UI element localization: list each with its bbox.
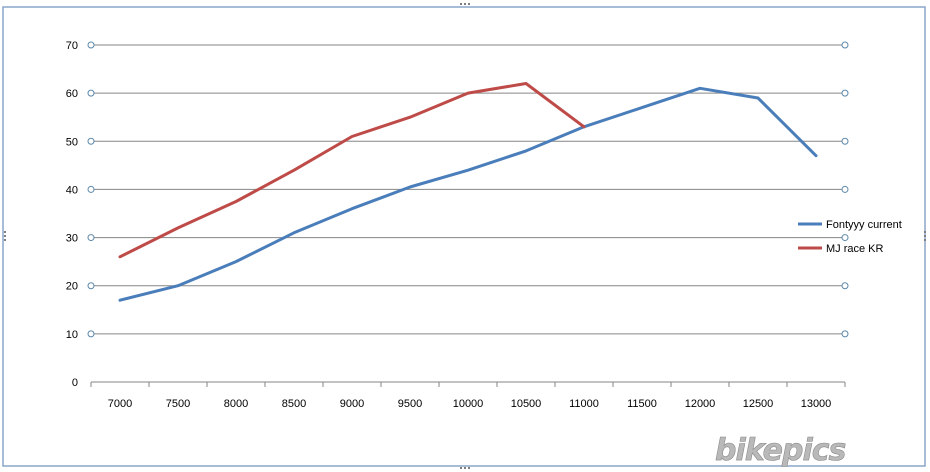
resize-handle[interactable] xyxy=(88,283,94,289)
resize-handle[interactable] xyxy=(842,90,848,96)
frame-grip[interactable] xyxy=(924,231,926,233)
legend-label: MJ race KR xyxy=(826,243,884,255)
x-tick-label: 9500 xyxy=(398,398,422,410)
resize-handle[interactable] xyxy=(842,42,848,48)
legend-label: Fontyyy current xyxy=(826,219,902,231)
frame-grip[interactable] xyxy=(924,235,926,237)
x-tick-label: 10000 xyxy=(453,398,484,410)
frame-grip[interactable] xyxy=(464,3,466,5)
resize-handle[interactable] xyxy=(88,186,94,192)
x-tick-label: 9000 xyxy=(340,398,364,410)
y-tick-label: 40 xyxy=(66,184,78,196)
resize-handle[interactable] xyxy=(88,235,94,241)
resize-handle[interactable] xyxy=(842,331,848,337)
x-tick-label: 8500 xyxy=(282,398,306,410)
y-tick-label: 20 xyxy=(66,281,78,293)
x-tick-label: 7500 xyxy=(166,398,190,410)
frame-grip[interactable] xyxy=(924,239,926,241)
frame-grip[interactable] xyxy=(4,239,6,241)
frame-grip[interactable] xyxy=(460,3,462,5)
y-tick-label: 30 xyxy=(66,233,78,245)
resize-handle[interactable] xyxy=(88,90,94,96)
y-tick-label: 0 xyxy=(72,377,78,389)
resize-handle[interactable] xyxy=(842,235,848,241)
resize-handle[interactable] xyxy=(88,331,94,337)
frame-grip[interactable] xyxy=(468,3,470,5)
frame-grip[interactable] xyxy=(460,467,462,469)
x-tick-label: 12500 xyxy=(743,398,774,410)
x-tick-label: 11500 xyxy=(627,398,657,410)
watermark-logo: bikepics xyxy=(715,433,846,468)
y-tick-label: 60 xyxy=(66,88,78,100)
x-tick-label: 11000 xyxy=(569,398,599,410)
frame-grip[interactable] xyxy=(468,467,470,469)
x-tick-label: 12000 xyxy=(685,398,716,410)
resize-handle[interactable] xyxy=(842,186,848,192)
y-tick-label: 50 xyxy=(66,136,78,148)
frame-grip[interactable] xyxy=(464,467,466,469)
frame-grip[interactable] xyxy=(4,231,6,233)
x-tick-label: 13000 xyxy=(801,398,832,410)
x-tick-label: 7000 xyxy=(108,398,132,410)
y-tick-label: 70 xyxy=(66,40,78,52)
resize-handle[interactable] xyxy=(88,42,94,48)
resize-handle[interactable] xyxy=(842,138,848,144)
resize-handle[interactable] xyxy=(842,283,848,289)
resize-handle[interactable] xyxy=(88,138,94,144)
frame-grip[interactable] xyxy=(4,235,6,237)
x-tick-label: 10500 xyxy=(511,398,542,410)
x-tick-label: 8000 xyxy=(224,398,248,410)
y-tick-label: 10 xyxy=(66,329,78,341)
